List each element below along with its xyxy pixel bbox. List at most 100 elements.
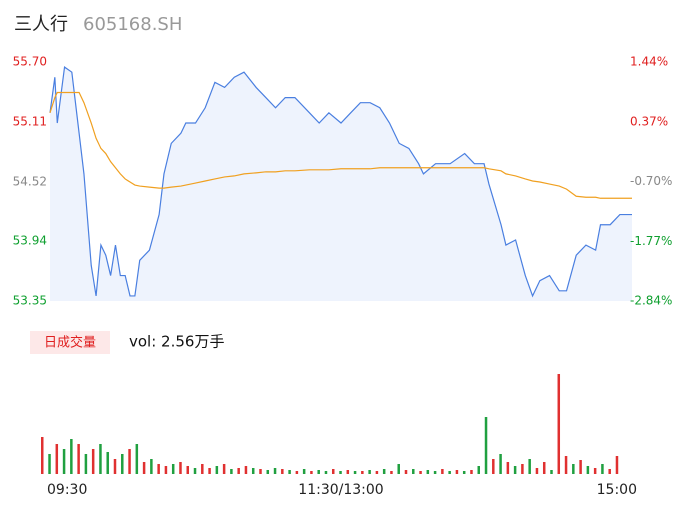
y-tick-label: 53.35: [13, 294, 47, 308]
volume-bar: [470, 470, 473, 474]
volume-bar: [171, 464, 175, 474]
average-line: [49, 91, 632, 199]
price-area: [50, 67, 632, 301]
volume-bar: [564, 456, 568, 474]
volume-bar: [186, 466, 189, 474]
volume-bar: [499, 454, 502, 474]
volume-bar: [513, 466, 517, 474]
volume-bar: [128, 449, 131, 474]
y2-tick-label: -1.77%: [630, 234, 672, 248]
volume-bar: [208, 468, 211, 474]
volume-bar: [295, 471, 299, 474]
volume-bar: [324, 471, 328, 474]
volume-bar: [77, 444, 80, 474]
volume-bar: [288, 470, 291, 474]
volume-bar: [230, 469, 233, 474]
price-line: [49, 66, 632, 298]
volume-bar: [273, 468, 277, 474]
volume-bar: [557, 374, 561, 474]
volume-bar: [179, 462, 182, 474]
volume-bar: [91, 449, 95, 474]
volume-bar: [346, 470, 350, 474]
volume-bar: [106, 452, 109, 474]
volume-bar: [382, 469, 386, 474]
y-tick-label: 53.94: [13, 233, 47, 247]
volume-bar: [361, 471, 364, 474]
volume-bar: [419, 471, 422, 474]
volume-bar: [535, 468, 539, 474]
volume-bar: [121, 454, 124, 474]
volume-bar: [164, 466, 168, 474]
volume-bar: [441, 469, 444, 474]
volume-bar: [455, 470, 459, 474]
volume-bar: [375, 471, 379, 474]
y-tick-label: 54.52: [13, 175, 47, 189]
volume-bar: [550, 470, 553, 474]
volume-bar: [215, 466, 219, 474]
volume-bar: [157, 464, 160, 474]
y2-tick-label: 1.44%: [630, 55, 668, 69]
volume-bar: [310, 471, 313, 474]
volume-bar: [368, 470, 371, 474]
y2-tick-label: -2.84%: [630, 294, 672, 308]
volume-bar: [397, 464, 400, 474]
volume-bar: [317, 470, 320, 474]
volume-bar: [404, 470, 408, 474]
volume-bar: [601, 464, 604, 474]
volume-bar: [353, 471, 357, 474]
y2-tick-label: 0.37%: [630, 114, 668, 128]
volume-bar: [528, 459, 531, 474]
volume-bar: [586, 466, 590, 474]
volume-bar: [412, 469, 415, 474]
x-tick-label: 11:30/13:00: [298, 482, 383, 498]
x-tick-label: 09:30: [47, 482, 87, 498]
volume-bar: [339, 471, 342, 474]
volume-bar: [593, 468, 597, 474]
volume-bar: [390, 471, 393, 474]
volume-bar: [55, 444, 59, 474]
volume-bar: [193, 468, 197, 474]
volume-bar: [142, 462, 146, 474]
y2-tick-label: -0.70%: [630, 174, 672, 188]
volume-bar: [237, 468, 240, 474]
volume-bar: [281, 469, 284, 474]
volume-bar: [62, 449, 66, 474]
volume-tab-bg[interactable]: [30, 331, 110, 354]
volume-tab[interactable]: 日成交量: [44, 335, 96, 351]
volume-bar: [492, 459, 495, 474]
volume-bar: [70, 439, 73, 474]
volume-bar: [244, 466, 248, 474]
x-tick-label: 15:00: [597, 482, 637, 498]
volume-bar: [84, 454, 88, 474]
volume-bar: [113, 459, 117, 474]
volume-bar: [433, 471, 437, 474]
volume-bar: [302, 469, 306, 474]
volume-bar: [251, 468, 255, 474]
volume-bar: [579, 460, 582, 474]
volume-bar: [448, 471, 451, 474]
volume-bar: [615, 456, 619, 474]
volume-bar: [484, 417, 488, 474]
volume-bar: [266, 470, 270, 474]
volume-bar: [150, 459, 153, 474]
volume-bar: [99, 444, 102, 474]
volume-bar: [462, 471, 466, 474]
volume-bar: [135, 444, 139, 474]
y-tick-label: 55.70: [13, 55, 47, 69]
stock-code: 605168.SH: [83, 14, 182, 35]
volume-bar: [506, 462, 510, 474]
volume-bar: [332, 469, 335, 474]
volume-summary: vol: 2.56万手: [129, 333, 224, 351]
volume-bar: [201, 464, 204, 474]
volume-bar: [41, 437, 44, 474]
volume-bar: [572, 464, 575, 474]
stock-name: 三人行: [14, 14, 68, 35]
volume-bar: [426, 470, 430, 474]
y-tick-label: 55.11: [13, 115, 47, 129]
volume-bar: [259, 469, 262, 474]
volume-bar: [222, 464, 226, 474]
volume-bar: [477, 466, 480, 474]
volume-bar: [608, 469, 611, 474]
